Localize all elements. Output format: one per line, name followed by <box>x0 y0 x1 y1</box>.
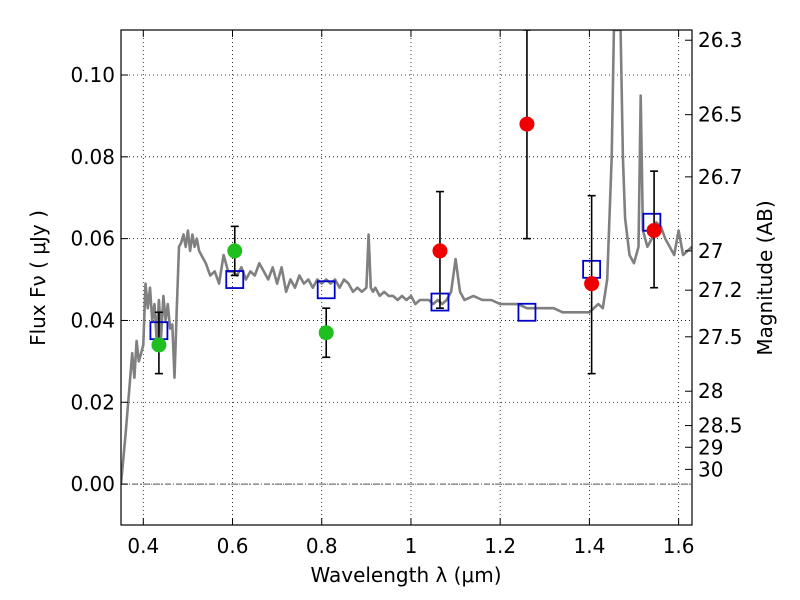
plot-frame <box>120 29 693 526</box>
y-tick-label: 0.06 <box>70 227 115 251</box>
y2-tick-label: 27.2 <box>698 278 743 302</box>
data-point <box>227 243 243 259</box>
x-axis-title: Wavelength λ (μm) <box>310 563 501 587</box>
model-square-marker <box>316 280 336 300</box>
x-tick-label: 0.4 <box>127 534 159 558</box>
x-tick-label: 1.2 <box>484 534 516 558</box>
y2-tick-label: 28 <box>698 379 723 403</box>
y2-tick-label: 26.3 <box>698 28 743 52</box>
data-point <box>432 243 448 259</box>
plot-area <box>121 30 692 485</box>
y2-tick-label: 26.5 <box>698 103 743 127</box>
y2-tick-label: 29 <box>698 435 723 459</box>
x-tick-label: 1.6 <box>663 534 695 558</box>
y-tick-label: 0.02 <box>70 390 115 414</box>
y-tick-label: 0.10 <box>70 63 115 87</box>
y2-tick-label: 28.5 <box>698 414 743 438</box>
y-axis-title: Flux Fν ( μJy ) <box>26 210 50 346</box>
y-tick-label: 0.08 <box>70 145 115 169</box>
data-point <box>584 276 600 292</box>
x-tick-label: 0.6 <box>217 534 249 558</box>
axis-ticks: 0.4 0.6 0.8 1 1.2 1.4 1.6 0.00 0.02 0.04 0.06 0.08 0… <box>70 28 742 558</box>
model-square-marker <box>517 302 537 322</box>
x-tick-label: 1.4 <box>573 534 605 558</box>
spectrum-line <box>121 30 692 485</box>
y2-tick-label: 26.7 <box>698 165 743 189</box>
y2-tick-label: 30 <box>698 457 723 481</box>
y2-axis-title: Magnitude (AB) <box>753 200 777 355</box>
data-point <box>151 337 167 353</box>
x-tick-label: 1 <box>405 534 418 558</box>
y-tick-label: 0.00 <box>70 472 115 496</box>
data-point <box>646 222 662 238</box>
y2-tick-label: 27 <box>698 239 723 263</box>
x-tick-label: 0.8 <box>306 534 338 558</box>
data-point <box>318 325 334 341</box>
data-point <box>519 116 535 132</box>
grid-lines <box>121 30 692 525</box>
y2-tick-label: 27.5 <box>698 325 743 349</box>
y-tick-label: 0.04 <box>70 308 115 332</box>
